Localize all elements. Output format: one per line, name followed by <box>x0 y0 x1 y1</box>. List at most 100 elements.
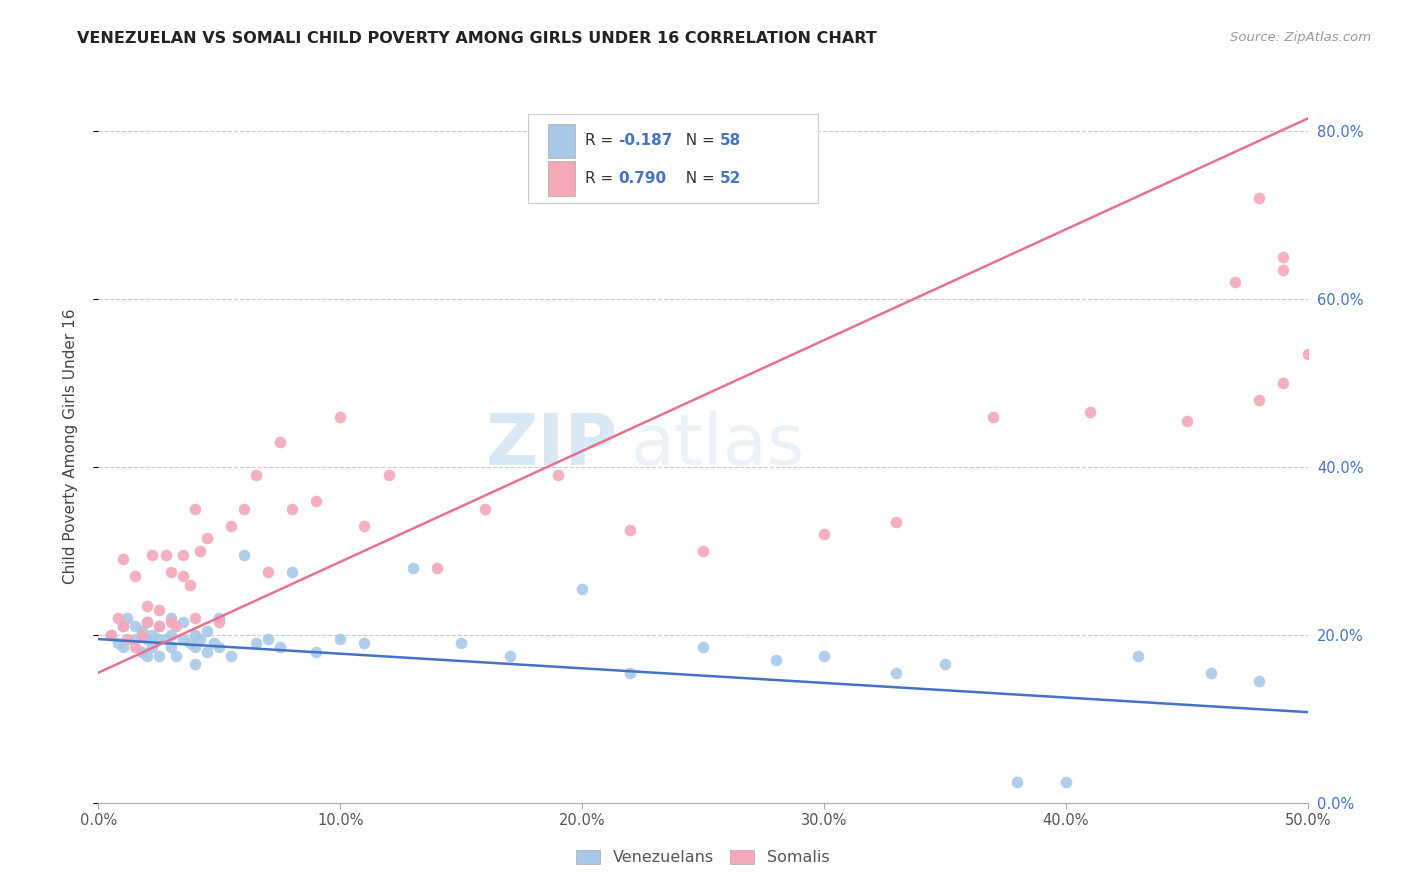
Point <box>353 518 375 533</box>
Point <box>269 434 291 449</box>
Point <box>148 619 170 633</box>
Point <box>329 409 352 424</box>
Point <box>886 515 908 529</box>
Point <box>165 648 187 663</box>
Point <box>155 548 177 562</box>
Point <box>124 619 146 633</box>
Point <box>813 648 835 663</box>
Point <box>269 640 291 655</box>
Point <box>498 648 520 663</box>
Point <box>188 632 211 646</box>
Point <box>179 577 201 591</box>
Point <box>245 468 267 483</box>
Point <box>179 636 201 650</box>
Point <box>188 544 211 558</box>
Point <box>135 648 157 663</box>
Point <box>232 548 254 562</box>
Point <box>141 628 163 642</box>
Point <box>619 523 641 537</box>
Point <box>1272 262 1295 277</box>
Point <box>934 657 956 672</box>
Point <box>208 611 231 625</box>
FancyBboxPatch shape <box>527 114 818 203</box>
Point <box>172 569 194 583</box>
Text: N =: N = <box>676 171 720 186</box>
Bar <box>548 124 575 158</box>
Point <box>981 409 1004 424</box>
Point <box>184 628 207 642</box>
Point <box>377 468 399 483</box>
Bar <box>548 161 575 195</box>
Point <box>1199 665 1222 680</box>
Point <box>1078 405 1101 419</box>
Point <box>148 619 170 633</box>
Point <box>195 532 218 546</box>
Point <box>111 552 134 566</box>
Text: -0.187: -0.187 <box>619 133 672 148</box>
Text: R =: R = <box>585 171 617 186</box>
Point <box>135 632 157 646</box>
Point <box>1249 191 1271 205</box>
Point <box>160 611 183 625</box>
Point <box>124 640 146 655</box>
Point <box>547 468 569 483</box>
Point <box>107 611 129 625</box>
Point <box>886 665 908 680</box>
Point <box>281 565 304 579</box>
Point <box>221 518 243 533</box>
Point <box>1128 648 1150 663</box>
Point <box>195 645 218 659</box>
Point <box>256 565 278 579</box>
Point <box>131 628 153 642</box>
Point <box>221 648 243 663</box>
Point <box>131 624 153 638</box>
Point <box>165 619 187 633</box>
Point <box>619 665 641 680</box>
Point <box>160 565 183 579</box>
Point <box>184 657 207 672</box>
Point <box>124 632 146 646</box>
Point <box>813 527 835 541</box>
Point <box>148 603 170 617</box>
Point <box>124 569 146 583</box>
Point <box>256 632 278 646</box>
Text: 52: 52 <box>720 171 741 186</box>
Y-axis label: Child Poverty Among Girls Under 16: Child Poverty Among Girls Under 16 <box>63 309 77 583</box>
Point <box>692 640 714 655</box>
Point <box>208 615 231 630</box>
Point <box>131 645 153 659</box>
Point <box>245 636 267 650</box>
Point <box>329 632 352 646</box>
Point <box>111 619 134 633</box>
Point <box>135 615 157 630</box>
Point <box>1296 346 1319 360</box>
Point <box>117 632 139 646</box>
Point <box>474 502 496 516</box>
Point <box>1223 275 1246 289</box>
Point <box>172 548 194 562</box>
Point <box>184 640 207 655</box>
Point <box>1007 774 1029 789</box>
Point <box>100 628 122 642</box>
Point <box>135 615 157 630</box>
Point <box>155 632 177 646</box>
Point <box>1249 392 1271 407</box>
Point <box>426 560 449 574</box>
Point <box>305 645 328 659</box>
Point <box>765 653 787 667</box>
Text: ZIP: ZIP <box>486 411 619 481</box>
Point <box>281 502 304 516</box>
Point <box>160 628 183 642</box>
Point <box>204 636 226 650</box>
Point <box>184 611 207 625</box>
Point <box>107 636 129 650</box>
Point <box>208 640 231 655</box>
Point <box>160 615 183 630</box>
Point <box>184 502 207 516</box>
Point <box>232 502 254 516</box>
Point <box>111 619 134 633</box>
Point <box>402 560 425 574</box>
Legend: Venezuelans, Somalis: Venezuelans, Somalis <box>568 842 838 873</box>
Point <box>148 648 170 663</box>
Text: 0.790: 0.790 <box>619 171 666 186</box>
